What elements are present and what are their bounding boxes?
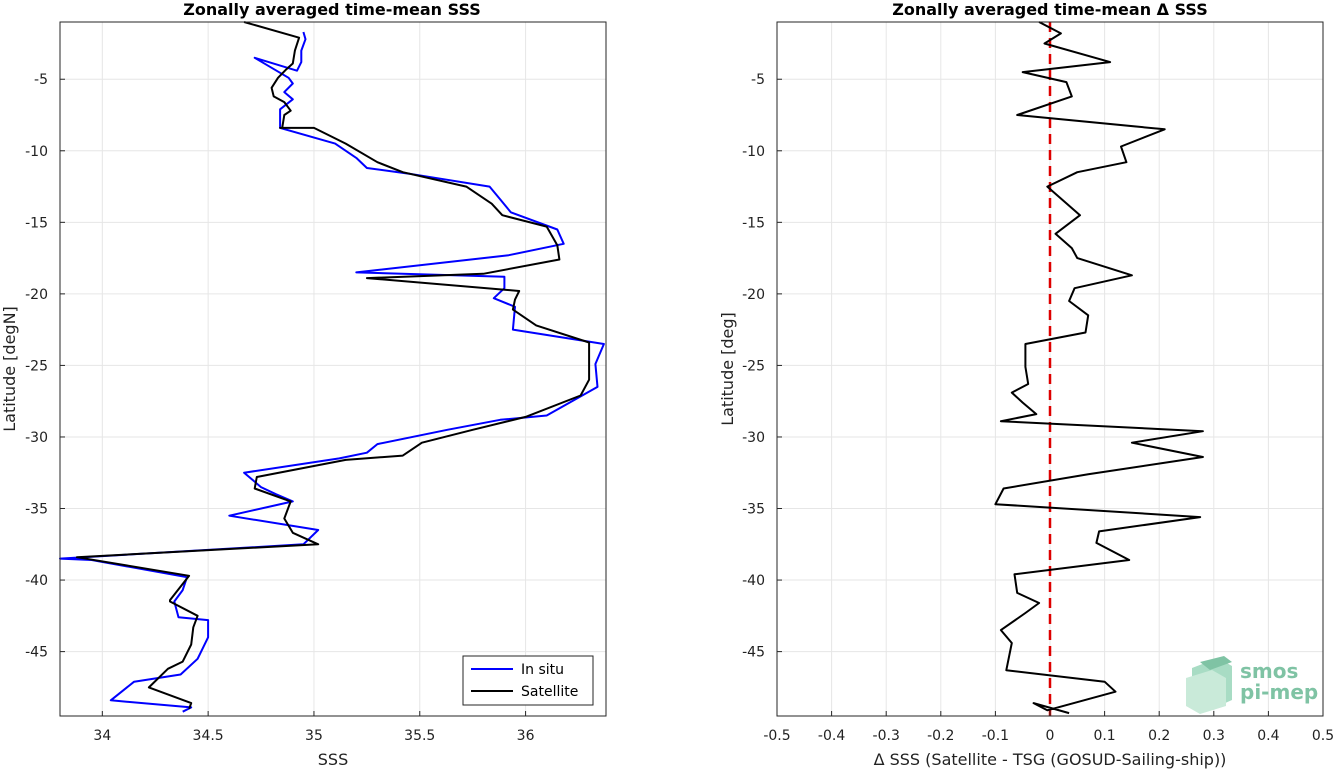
right-x-tick-label: 0.3 (1203, 728, 1225, 744)
left-x-tick-label: 34 (93, 728, 111, 744)
right-chart-panel: Zonally averaged time-mean Δ SSS -0.5 -0.… (718, 0, 1334, 769)
right-series-group (994, 21, 1204, 716)
logo-mark-icon (1186, 656, 1232, 714)
left-y-tick-label: -20 (25, 287, 48, 303)
left-plot-frame (59, 21, 607, 717)
left-x-tick-label: 35 (305, 728, 323, 744)
right-y-tick-label: -30 (742, 430, 765, 446)
logo-text-smos: smos (1240, 659, 1298, 683)
right-y-tick-label: -15 (742, 215, 765, 231)
left-y-tick-label: -45 (25, 645, 48, 661)
left-x-tick-label: 34.5 (193, 728, 224, 744)
right-y-tick-label: -10 (742, 144, 765, 160)
right-x-tick-label: -0.3 (873, 728, 900, 744)
left-series-group (59, 21, 605, 713)
left-grid (60, 22, 606, 716)
right-y-tick-label: -35 (742, 502, 765, 518)
left-y-tick-label: -35 (25, 502, 48, 518)
left-y-tick-label: -30 (25, 430, 48, 446)
legend-label-in-situ: In situ (521, 662, 564, 678)
right-x-tick-label: -0.1 (982, 728, 1009, 744)
left-chart-title: Zonally averaged time-mean SSS (183, 0, 481, 19)
right-chart-title: Zonally averaged time-mean Δ SSS (892, 0, 1208, 19)
right-y-tick-label: -5 (751, 72, 765, 88)
legend-box (462, 655, 594, 706)
right-series-line-series-0 (994, 21, 1204, 715)
left-y-tick-label: -25 (25, 358, 48, 374)
smos-pi-mep-logo: smos pi-mep (1186, 656, 1318, 714)
left-y-tick-label: -5 (34, 72, 48, 88)
right-y-axis-label: Latitude [deg] (718, 312, 737, 426)
right-x-axis-label: Δ SSS (Satellite - TSG (GOSUD-Sailing-sh… (874, 750, 1227, 769)
left-plot-area (60, 22, 606, 716)
left-x-axis-label: SSS (318, 750, 348, 769)
right-x-tick-label: 0.5 (1312, 728, 1334, 744)
right-y-tick-label: -40 (742, 573, 765, 589)
right-y-tick-label: -25 (742, 358, 765, 374)
left-y-axis-label: Latitude [degN] (0, 306, 19, 432)
left-series-line-satellite (75, 21, 591, 710)
left-ticks: 34 34.5 35 35.5 36 -5 -10 -15 -20 -25 -30 -35 -40 -45 (25, 72, 534, 744)
left-y-tick-label: -40 (25, 573, 48, 589)
legend-label-satellite: Satellite (521, 684, 578, 700)
left-y-tick-label: -10 (25, 144, 48, 160)
right-x-tick-label: -0.2 (927, 728, 954, 744)
right-x-tick-label: -0.4 (818, 728, 845, 744)
right-x-tick-label: 0.2 (1148, 728, 1170, 744)
right-ticks: -0.5 -0.4 -0.3 -0.2 -0.1 0 0.1 0.2 0.3 0.4 0.5 -5 -1… (742, 72, 1334, 744)
left-legend: In situ Satellite (462, 655, 594, 706)
right-y-tick-label: -45 (742, 645, 765, 661)
right-x-tick-label: 0.1 (1093, 728, 1115, 744)
right-x-tick-label: -0.5 (763, 728, 790, 744)
logo-text-pi-mep: pi-mep (1240, 680, 1318, 704)
left-chart-panel: Zonally averaged time-mean SSS 34 34.5 35 3… (0, 0, 607, 769)
right-y-tick-label: -20 (742, 287, 765, 303)
right-x-tick-label: 0 (1046, 728, 1055, 744)
left-x-tick-label: 35.5 (404, 728, 435, 744)
left-x-tick-label: 36 (517, 728, 535, 744)
left-y-tick-label: -15 (25, 215, 48, 231)
left-series-line-in-situ (59, 31, 605, 713)
right-x-tick-label: 0.4 (1257, 728, 1279, 744)
